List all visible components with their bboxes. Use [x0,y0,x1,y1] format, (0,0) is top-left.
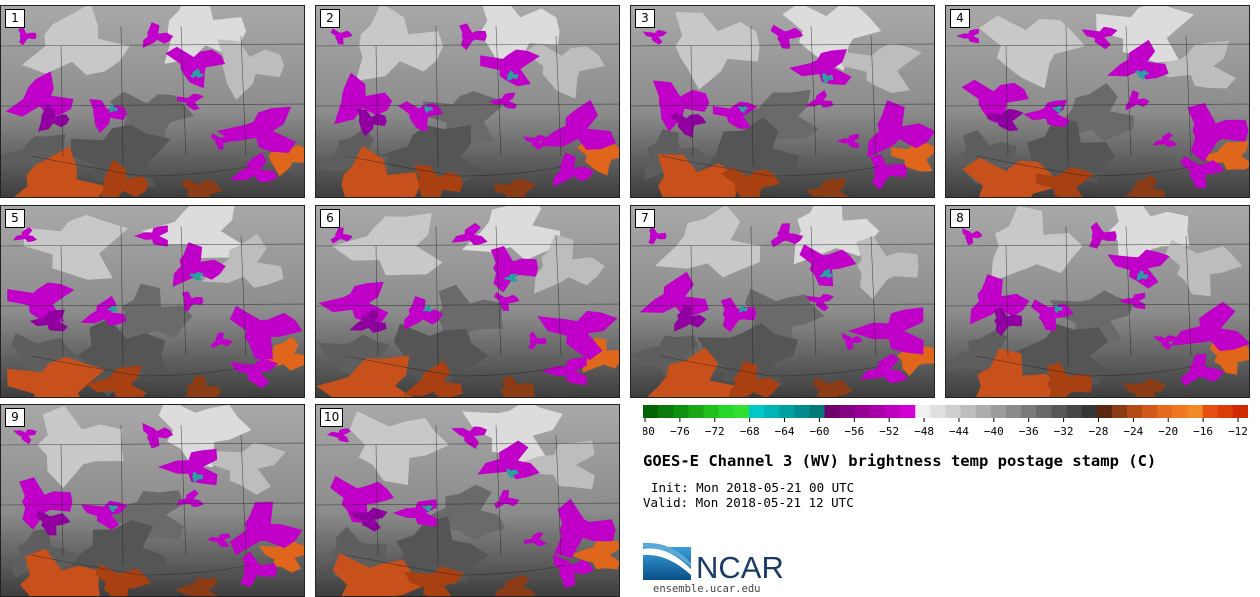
water-vapor-map [316,6,619,197]
colorbar-tick-label: −68 [740,425,760,438]
colorbar-bin [779,405,795,418]
colorbar-bin [1127,405,1143,418]
colorbar-bin [930,405,946,418]
colorbar-bin [1036,405,1052,418]
colorbar-bin [854,405,871,418]
colorbar-tick-label: −16 [1193,425,1213,438]
water-vapor-map [316,206,619,397]
colorbar-bin [1202,405,1219,418]
colorbar-bin [643,405,659,418]
colorbar-bin [900,405,916,418]
water-vapor-map [1,6,304,197]
colorbar-bin [945,405,962,418]
colorbar-tick-label: −64 [775,425,795,438]
colorbar: −80 −76 −72 −68 −64 −60 −56 −52 −48 −44 −40 −36 −32 −… [643,405,1248,438]
panel-label: 3 [635,9,655,28]
colorbar-bin [688,405,704,418]
valid-time: Valid: Mon 2018-05-21 12 UTC [643,495,854,510]
panel-label: 1 [5,9,25,28]
colorbar-tick-label: −12 [1228,425,1248,438]
panel-label: 10 [320,408,344,427]
figure-title: GOES-E Channel 3 (WV) brightness temp po… [643,452,1157,470]
colorbar-tick-label: −80 [643,425,655,438]
ensemble-member-panel: 2 [315,5,620,198]
colorbar-bin [1066,405,1083,418]
panel-label: 7 [635,209,655,228]
colorbar-bin [1217,405,1234,418]
water-vapor-map [631,206,934,397]
site-url: ensemble.ucar.edu [653,583,761,595]
colorbar-bin [975,405,992,418]
water-vapor-map [1,206,304,397]
colorbar-bin [1142,405,1158,418]
water-vapor-map [316,405,619,596]
colorbar-tick-label: −32 [1054,425,1074,438]
colorbar-tick-label: −60 [809,425,829,438]
colorbar-tick-label: −56 [844,425,864,438]
panel-label: 8 [950,209,970,228]
colorbar-bin [673,405,689,418]
colorbar-bin [1187,405,1204,418]
panel-label: 9 [5,408,25,427]
colorbar-bin [748,405,765,418]
colorbar-tick-label: −40 [984,425,1004,438]
ensemble-member-panel: 9 [0,404,305,597]
colorbar-bin [869,405,886,418]
colorbar-tick-label: −72 [705,425,725,438]
water-vapor-map [631,6,934,197]
colorbar-bin [1006,405,1022,418]
colorbar-tick-label: −28 [1089,425,1109,438]
colorbar-bin [990,405,1007,418]
colorbar-bin [824,405,841,418]
colorbar-bin [733,405,750,418]
colorbar-bin [885,405,901,418]
colorbar-bin [658,405,674,418]
water-vapor-map [946,6,1249,197]
colorbar-bin [1051,405,1067,418]
colorbar-bin [1232,405,1248,418]
ensemble-member-panel: 6 [315,205,620,398]
colorbar-bin [809,405,825,418]
panel-label: 2 [320,9,340,28]
colorbar-tick-label: −44 [949,425,969,438]
panel-label: 4 [950,9,970,28]
colorbar-tick-label: −24 [1123,425,1143,438]
colorbar-bin [915,405,931,418]
ensemble-member-panel: 5 [0,205,305,398]
ensemble-member-panel: 4 [945,5,1250,198]
ensemble-member-panel: 8 [945,205,1250,398]
panel-label: 5 [5,209,25,228]
colorbar-bin [1096,405,1113,418]
ensemble-member-panel: 7 [630,205,935,398]
water-vapor-map [946,206,1249,397]
colorbar-bin [1111,405,1128,418]
colorbar-bin [718,405,735,418]
colorbar-bin [764,405,780,418]
colorbar-tick-label: −36 [1019,425,1039,438]
colorbar-tick-label: −48 [914,425,934,438]
water-vapor-map [1,405,304,596]
ensemble-member-panel: 10 [315,404,620,597]
colorbar-bin [839,405,856,418]
logo-text: NCAR [696,550,784,583]
colorbar-tick-label: −52 [879,425,899,438]
colorbar-bin [1157,405,1173,418]
colorbar-bin [1172,405,1188,418]
panel-label: 6 [320,209,340,228]
colorbar-tick-label: −76 [670,425,690,438]
colorbar-tick-label: −20 [1158,425,1178,438]
ensemble-member-panel: 1 [0,5,305,198]
ncar-logo: NCAR [643,542,784,583]
colorbar-bin [960,405,977,418]
colorbar-bin [703,405,720,418]
colorbar-bin [1081,405,1098,418]
colorbar-bin [794,405,810,418]
colorbar-bin [1021,405,1037,418]
init-time: Init: Mon 2018-05-21 00 UTC [651,480,855,495]
ensemble-member-panel: 3 [630,5,935,198]
